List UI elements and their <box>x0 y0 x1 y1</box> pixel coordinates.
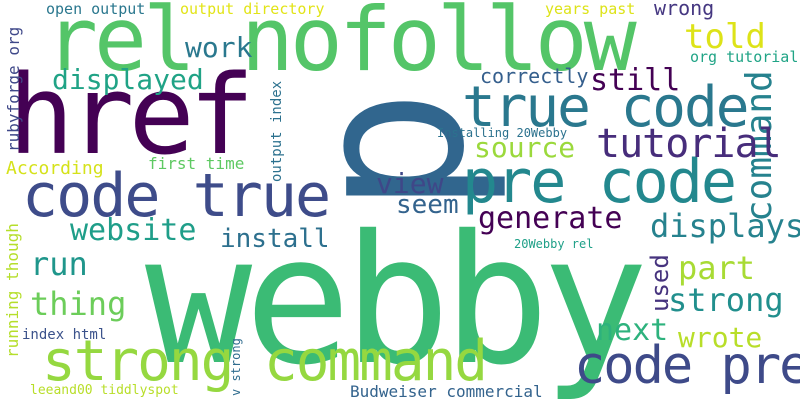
word-open-output: open output <box>46 0 146 18</box>
word-tutorial: tutorial <box>596 121 782 167</box>
word-budweiser-commercial: Budweiser commercial <box>350 382 543 400</box>
word-20webby-rel: 20Webby rel <box>514 237 594 251</box>
word-used: used <box>646 254 674 312</box>
word-running-though: running though <box>3 223 22 358</box>
word-rubyforge-org: rubyforge org <box>4 26 23 152</box>
word-work: work <box>185 31 253 64</box>
word-v-strong: v strong <box>229 338 243 396</box>
word-first-time: first time <box>148 154 245 173</box>
word-years-past: years past <box>545 0 636 18</box>
word-rel-nofollow: rel nofollow <box>45 0 637 91</box>
word-source: source <box>474 131 576 164</box>
word-thing: thing <box>30 285 127 323</box>
word-true-code: true code <box>462 75 749 140</box>
word-view: view <box>376 167 444 200</box>
word-webby: webby <box>145 197 649 400</box>
word-still: still <box>590 63 681 98</box>
word-pre-code: pre code <box>462 147 737 217</box>
word-install: install <box>220 224 330 254</box>
word-code-pre: code pre <box>574 336 800 396</box>
word-installing-20webby: Installing 20Webby <box>437 126 568 140</box>
word-correctly: correctly <box>480 64 589 88</box>
word-seem: seem <box>396 190 459 220</box>
word-run: run <box>30 245 88 283</box>
word-wrote: wrote <box>678 321 763 354</box>
word-strong-command: strong command <box>42 329 488 394</box>
word-index-html: index html <box>22 327 107 343</box>
word-output-directory: output directory <box>180 0 325 18</box>
word-href: href <box>8 51 255 179</box>
word-next: next <box>596 313 669 348</box>
word-leeand00-tiddlyspot: leeand00 tiddlyspot <box>30 383 179 398</box>
word-strong: strong <box>668 281 784 319</box>
word-told: told <box>684 17 766 57</box>
word-part: part <box>678 249 756 287</box>
word-displays: displays <box>650 207 800 245</box>
word-output-index: output index <box>269 80 285 182</box>
word-code-true: code true <box>22 161 331 231</box>
word-displayed: displayed <box>52 63 204 96</box>
word-according: According <box>6 158 104 179</box>
word-wrong: wrong <box>654 0 715 20</box>
word-generate: generate <box>478 201 623 236</box>
word-org-tutorial: org tutorial <box>690 48 799 66</box>
word-website: website <box>70 213 197 248</box>
